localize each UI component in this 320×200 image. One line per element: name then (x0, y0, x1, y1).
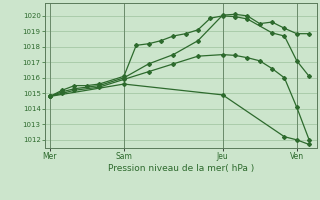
X-axis label: Pression niveau de la mer( hPa ): Pression niveau de la mer( hPa ) (108, 164, 254, 173)
